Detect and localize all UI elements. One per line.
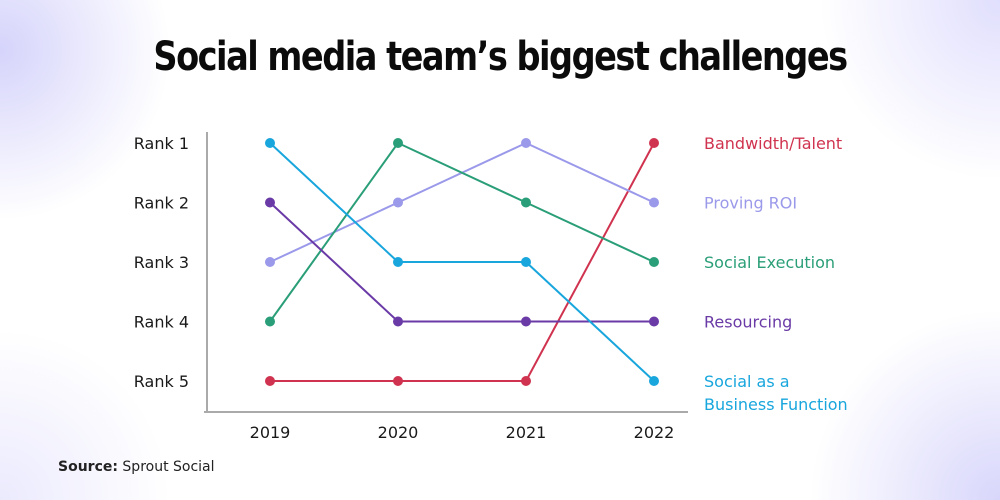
data-point-resourcing: [649, 316, 659, 327]
y-tick-label: Rank 5: [134, 372, 189, 391]
legend-label-social-as-a-business-function: Social as a Business Function: [704, 372, 848, 414]
y-tick-label: Rank 2: [134, 194, 189, 213]
legend-label-social-execution: Social Execution: [704, 253, 835, 272]
data-point-proving-roi: [393, 197, 403, 208]
data-point-proving-roi: [265, 257, 275, 267]
x-tick-label: 2022: [634, 423, 675, 442]
y-tick-labels: Rank 1 Rank 2 Rank 3 Rank 4 Rank 5: [134, 134, 189, 391]
y-tick-label: Rank 1: [134, 134, 189, 153]
data-point-resourcing: [393, 316, 403, 327]
source-note: Source: Sprout Social: [58, 459, 215, 475]
series-line-social-as-a-business-function: [269, 142, 655, 382]
data-point-bandwidth-talent: [649, 138, 659, 148]
data-point-proving-roi: [649, 197, 659, 208]
legend-label-resourcing: Resourcing: [704, 313, 792, 332]
data-point-resourcing: [265, 197, 275, 208]
data-point-resourcing: [521, 316, 531, 327]
series-lines: [269, 142, 655, 382]
y-tick-label: Rank 4: [134, 313, 189, 332]
x-tick-label: 2021: [506, 423, 547, 442]
legend-label-proving-roi: Proving ROI: [704, 194, 797, 213]
data-point-social-as-a-business-function: [521, 257, 531, 267]
source-value: Sprout Social: [122, 459, 215, 475]
legend-label-bandwidth-talent: Bandwidth/Talent: [704, 134, 842, 153]
data-point-social-as-a-business-function: [393, 257, 403, 267]
series-line-proving-roi: [269, 142, 655, 263]
data-point-bandwidth-talent: [265, 376, 275, 386]
page-title: Social media team’s biggest challenges: [153, 34, 848, 80]
data-point-social-execution: [521, 197, 531, 208]
data-point-bandwidth-talent: [393, 376, 403, 386]
data-point-social-as-a-business-function: [649, 376, 659, 386]
data-point-proving-roi: [521, 138, 531, 148]
data-point-bandwidth-talent: [521, 376, 531, 386]
data-point-social-as-a-business-function: [265, 138, 275, 148]
data-point-social-execution: [265, 316, 275, 327]
x-tick-labels: 2019 2020 2021 2022: [250, 423, 675, 442]
series-legend: Bandwidth/Talent Proving ROI Social Execut…: [704, 134, 848, 414]
chart-axes: [204, 132, 688, 413]
series-line-bandwidth-talent: [270, 142, 655, 382]
x-tick-label: 2020: [378, 423, 419, 442]
series-line-social-execution: [269, 142, 655, 323]
x-tick-label: 2019: [250, 423, 291, 442]
data-point-social-execution: [649, 257, 659, 267]
source-label: Source:: [58, 459, 118, 475]
series-points: [265, 138, 659, 386]
y-tick-label: Rank 3: [134, 253, 189, 272]
data-point-social-execution: [393, 138, 403, 148]
